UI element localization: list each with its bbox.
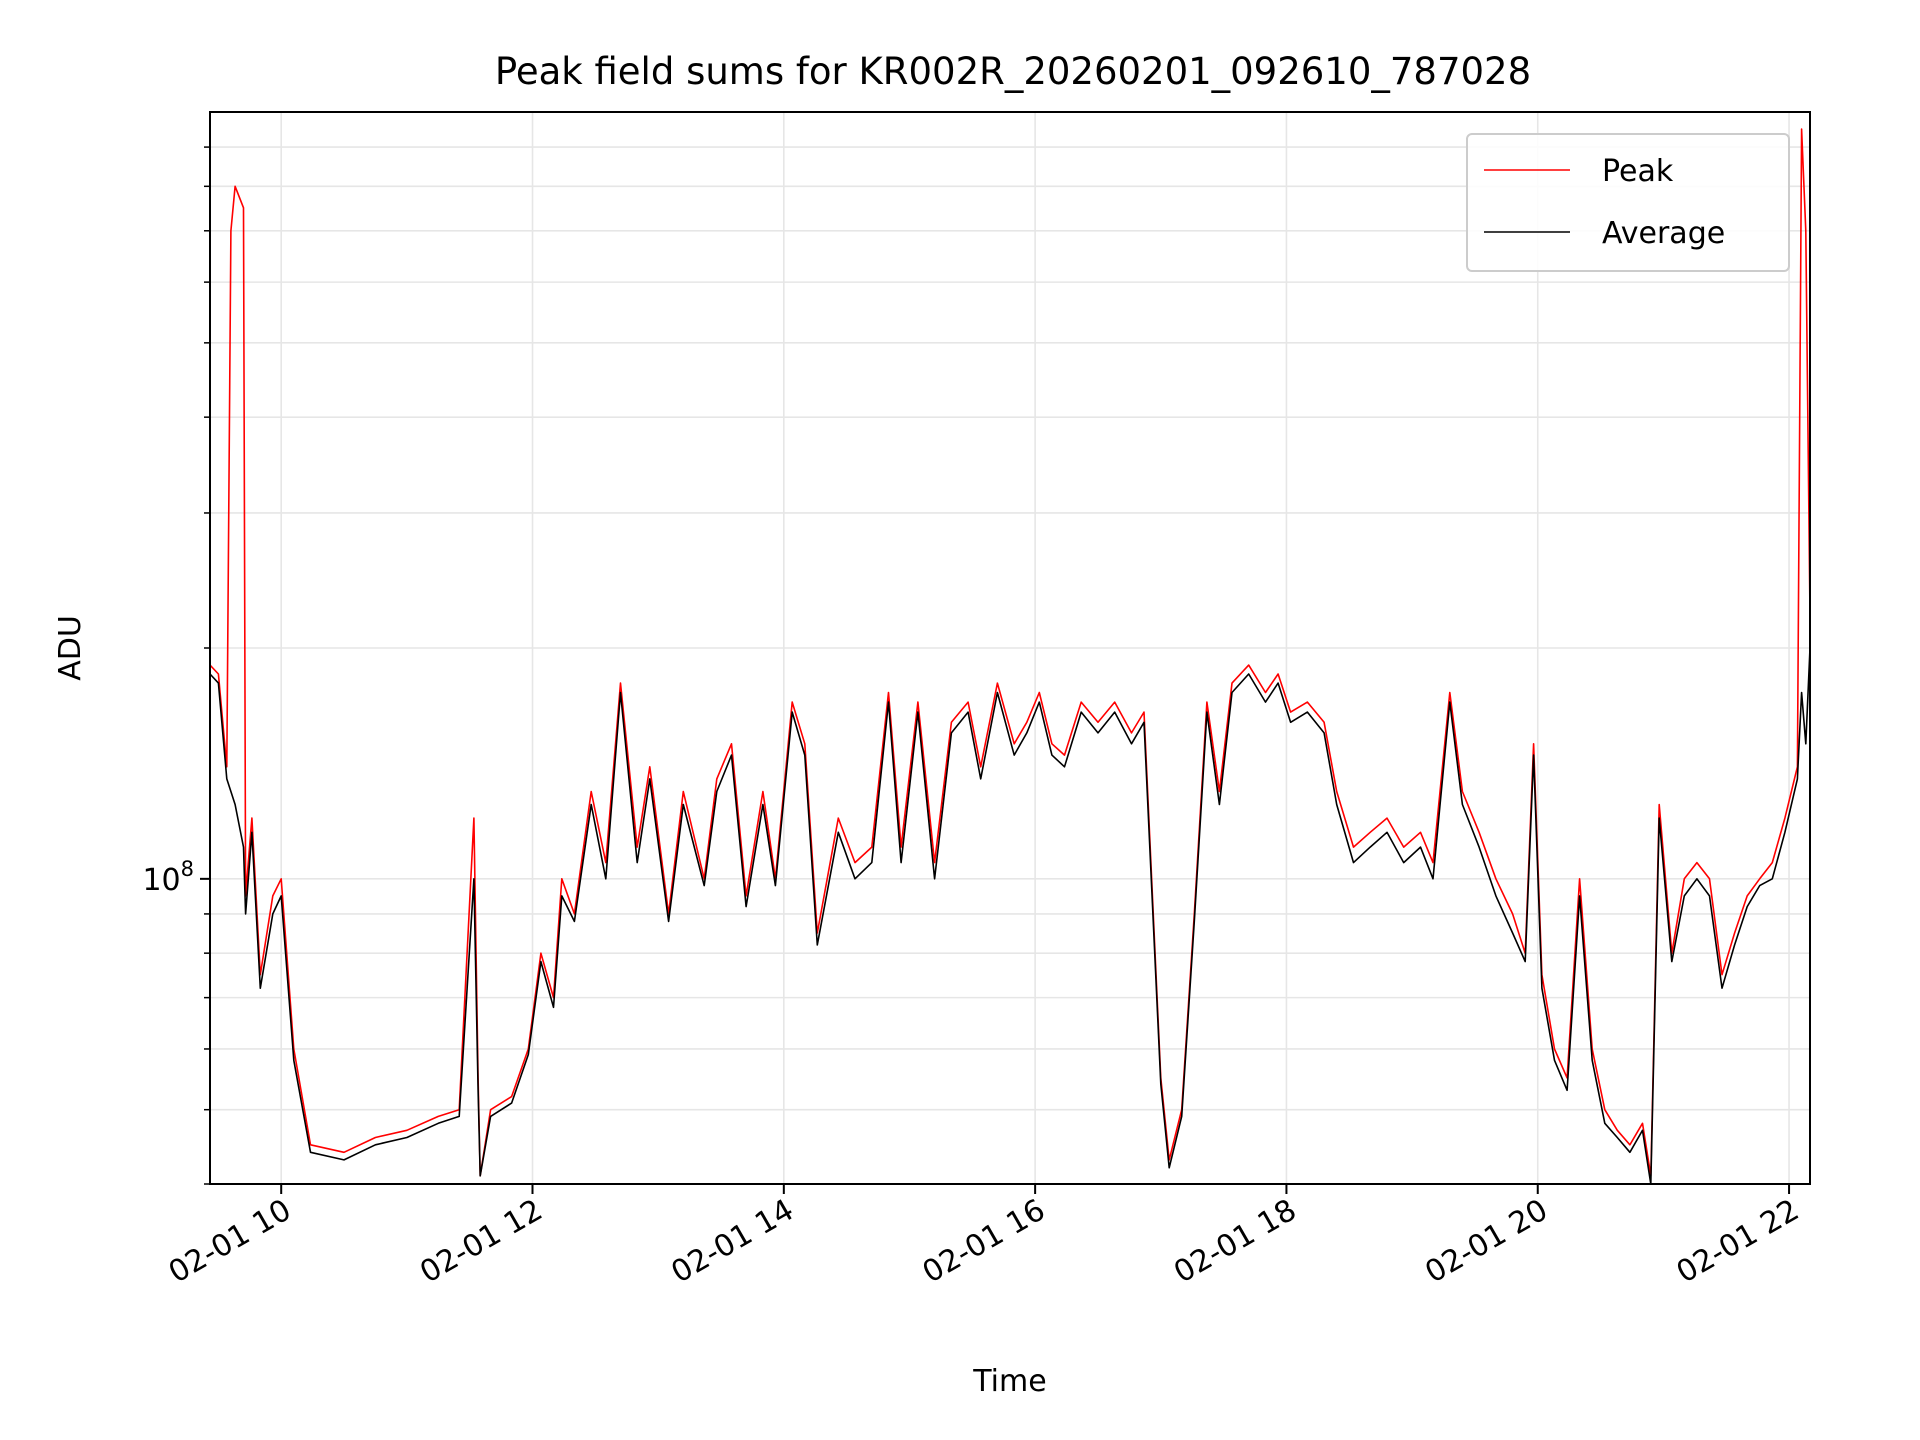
series-line-average [210, 647, 1810, 1184]
y-axis-label: ADU [53, 615, 88, 681]
legend-box [1466, 133, 1790, 272]
chart-title: Peak field sums for KR002R_20260201_0926… [495, 50, 1531, 93]
x-axis-label: Time [972, 1364, 1046, 1399]
series-layer [210, 128, 1810, 1184]
legend: Peak Average [1466, 133, 1790, 272]
legend-label-average: Average [1602, 216, 1725, 251]
legend-label-peak: Peak [1602, 154, 1674, 189]
